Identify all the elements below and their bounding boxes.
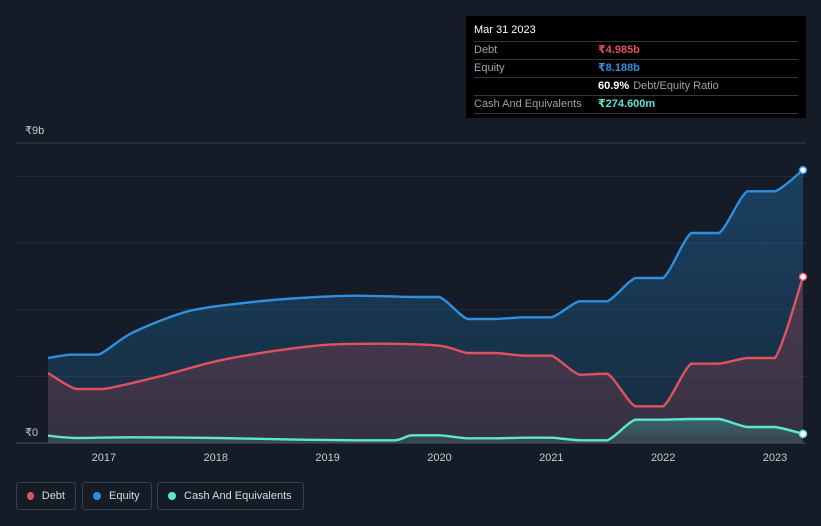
tooltip-row-cash: Cash And Equivalents ₹274.600m (474, 96, 798, 114)
tooltip-cash-label: Cash And Equivalents (474, 98, 582, 110)
tooltip-date: Mar 31 2023 (474, 24, 798, 42)
legend-cash-label: Cash And Equivalents (184, 490, 292, 502)
debt-area (48, 276, 803, 443)
legend-debt-label: Debt (41, 490, 65, 502)
tooltip-debt-label: Debt (474, 44, 498, 56)
tooltip-row-ratio: 60.9% Debt/Equity Ratio (474, 78, 798, 96)
cash-end-marker (798, 429, 808, 439)
x-tick-label: 2020 (427, 452, 451, 464)
tooltip-cash-value: ₹274.600m (598, 98, 656, 110)
tooltip-row-equity: Equity ₹8.188b (474, 60, 798, 78)
legend-debt[interactable]: Debt (16, 482, 76, 510)
legend-equity-label: Equity (109, 490, 140, 502)
equity-dot-icon (93, 492, 101, 500)
x-tick-label: 2022 (651, 452, 675, 464)
x-tick-label: 2023 (763, 452, 787, 464)
tooltip-equity-label: Equity (474, 62, 505, 74)
debt-end-marker (798, 272, 808, 282)
equity-line (47, 169, 804, 360)
debt-dot-icon (27, 492, 34, 500)
x-tick-label: 2021 (539, 452, 563, 464)
cash-line (47, 417, 804, 442)
y-min-label: ₹0 (25, 427, 38, 439)
x-tick-label: 2018 (204, 452, 228, 464)
tooltip-row-debt: Debt ₹4.985b (474, 42, 798, 60)
cash-dot-icon (168, 492, 176, 500)
x-tick-label: 2017 (92, 452, 116, 464)
tooltip-ratio-label: Debt/Equity Ratio (633, 80, 719, 92)
tooltip-ratio-value: 60.9% (598, 80, 630, 92)
tooltip-debt-value: ₹4.985b (598, 44, 640, 56)
debt-line (47, 276, 805, 408)
x-tick-label: 2019 (315, 452, 339, 464)
tooltip-equity-value: ₹8.188b (598, 62, 640, 74)
legend-equity[interactable]: Equity (82, 482, 152, 510)
legend-cash[interactable]: Cash And Equivalents (157, 482, 304, 510)
y-max-label: ₹9b (25, 125, 44, 137)
tooltip: Mar 31 2023 Debt ₹4.985b Equity ₹8.188b … (466, 16, 806, 118)
equity-end-marker (798, 165, 808, 175)
